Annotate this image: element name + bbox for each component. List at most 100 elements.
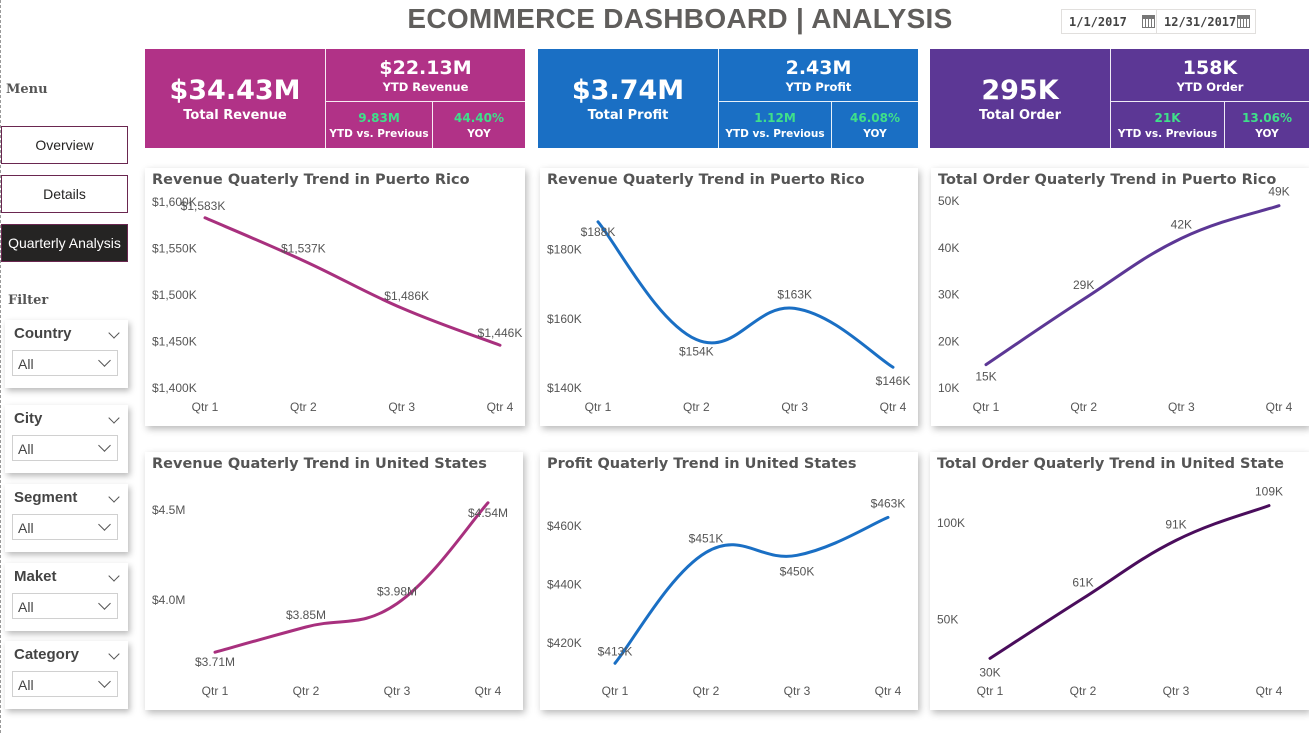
y-tick-label: $1,450K (152, 335, 197, 349)
chevron-down-icon[interactable] (108, 491, 120, 503)
kpi-yoy: 44.40% YOY (433, 102, 525, 148)
chevron-down-icon[interactable] (98, 439, 111, 452)
kpi-ytd-value: 2.43M (785, 56, 852, 79)
x-tick-label: Qtr 2 (1070, 684, 1097, 698)
city-slicer: City All (5, 405, 128, 473)
page-left-border (0, 0, 1, 733)
kpi-card-revenue: $34.43M Total Revenue $22.13M YTD Revenu… (145, 49, 525, 148)
data-label: 61K (1072, 575, 1093, 589)
kpi-main: $34.43M Total Revenue (145, 49, 325, 148)
data-label: $1,446K (478, 326, 523, 340)
y-tick-label: $1,600K (152, 195, 197, 209)
city-dropdown[interactable]: All (12, 435, 118, 461)
start-date-input[interactable]: 1/1/2017 (1061, 9, 1161, 34)
data-label: 30K (979, 665, 1000, 679)
kpi-vs-label: YTD vs. Previous (725, 127, 825, 140)
chevron-down-icon[interactable] (98, 354, 111, 367)
kpi-ytd-value: $22.13M (379, 56, 472, 79)
series-line (613, 515, 890, 665)
kpi-divider (325, 49, 326, 148)
line-chart: Revenue Quaterly Trend in Puerto Rico $18… (547, 172, 910, 414)
category-slicer-label: Category (14, 646, 80, 663)
chevron-down-icon[interactable] (98, 675, 111, 688)
kpi-value: $3.74M (571, 74, 685, 106)
data-label: $413K (598, 644, 633, 658)
kpi-yoy-label: YOY (467, 127, 491, 140)
country-slicer: Country All (5, 320, 128, 388)
kpi-vs-previous: 1.12M YTD vs. Previous (719, 102, 831, 148)
chart-title: Revenue Quaterly Trend in United States (152, 456, 487, 472)
x-tick-label: Qtr 1 (192, 400, 219, 414)
country-dropdown[interactable]: All (12, 350, 118, 376)
y-tick-label: 30K (938, 288, 959, 302)
kpi-main: 295K Total Order (930, 49, 1110, 148)
kpi-vs-label: YTD vs. Previous (329, 127, 429, 140)
x-tick-label: Qtr 1 (585, 400, 612, 414)
data-label: $1,486K (384, 289, 429, 303)
kpi-ytd: 158K YTD Order (1111, 49, 1309, 101)
chevron-down-icon[interactable] (108, 327, 120, 339)
x-tick-label: Qtr 4 (880, 400, 907, 414)
kpi-label: Total Order (978, 107, 1062, 123)
calendar-icon[interactable] (1237, 15, 1250, 28)
y-tick-label: $4.5M (152, 503, 185, 517)
x-tick-label: Qtr 1 (977, 684, 1004, 698)
nav-details-button[interactable]: Details (1, 175, 128, 213)
category-dropdown-value: All (18, 677, 34, 693)
y-tick-label: $1,500K (152, 288, 197, 302)
chevron-down-icon[interactable] (108, 570, 120, 582)
kpi-card-orders: 295K Total Order 158K YTD Order 21K YTD … (930, 49, 1309, 148)
category-dropdown[interactable]: All (12, 671, 118, 697)
kpi-divider (1110, 49, 1111, 148)
series-line (596, 220, 895, 369)
data-label: $1,583K (181, 199, 226, 213)
kpi-yoy-label: YOY (863, 127, 887, 140)
kpi-ytd: 2.43M YTD Profit (719, 49, 918, 101)
line-chart: Revenue Quaterly Trend in United States $… (152, 456, 508, 698)
kpi-ytd: $22.13M YTD Revenue (326, 49, 525, 101)
kpi-label: Total Profit (587, 107, 669, 123)
segment-dropdown[interactable]: All (12, 514, 118, 540)
kpi-card-profit: $3.74M Total Profit 2.43M YTD Profit 1.1… (538, 49, 918, 148)
chevron-down-icon[interactable] (108, 412, 120, 424)
y-tick-label: $440K (547, 578, 582, 592)
data-label: $450K (780, 564, 815, 578)
kpi-yoy-value: 46.08% (850, 110, 900, 125)
y-tick-label: $420K (547, 636, 582, 650)
market-dropdown[interactable]: All (12, 593, 118, 619)
nav-quarterly-analysis-button[interactable]: Quarterly Analysis (1, 224, 128, 262)
data-label: 29K (1073, 278, 1094, 292)
menu-label: Menu (6, 82, 48, 97)
filter-label: Filter (8, 293, 49, 308)
kpi-vs-value: 9.83M (358, 110, 400, 125)
segment-slicer: Segment All (5, 484, 128, 552)
chart-title: Total Order Quaterly Trend in United Sta… (937, 456, 1284, 472)
y-tick-label: 10K (938, 381, 959, 395)
kpi-vs-value: 1.12M (754, 110, 796, 125)
market-slicer-label: Maket (14, 568, 57, 585)
y-tick-label: 20K (938, 334, 959, 348)
kpi-divider (1224, 102, 1225, 148)
x-tick-label: Qtr 3 (1168, 400, 1195, 414)
segment-dropdown-value: All (18, 520, 34, 536)
series-line (988, 504, 1271, 660)
kpi-main: $3.74M Total Profit (538, 49, 718, 148)
kpi-vs-previous: 9.83M YTD vs. Previous (326, 102, 432, 148)
calendar-icon[interactable] (1142, 15, 1155, 28)
chevron-down-icon[interactable] (98, 518, 111, 531)
data-label: 91K (1165, 517, 1186, 531)
x-tick-label: Qtr 2 (293, 684, 320, 698)
segment-slicer-label: Segment (14, 489, 78, 506)
y-tick-label: 50K (937, 613, 958, 627)
chevron-down-icon[interactable] (98, 597, 111, 610)
kpi-divider (1111, 101, 1309, 102)
chevron-down-icon[interactable] (108, 648, 120, 660)
x-tick-label: Qtr 4 (487, 400, 514, 414)
nav-overview-button[interactable]: Overview (1, 126, 128, 164)
kpi-yoy-value: 13.06% (1242, 110, 1292, 125)
end-date-input[interactable]: 12/31/2017 (1156, 9, 1256, 34)
line-chart: Profit Quaterly Trend in United States $4… (547, 456, 905, 698)
series-line (984, 204, 1281, 367)
chart-card-revenue-puerto-rico: Revenue Quaterly Trend in Puerto Rico $1,… (145, 168, 525, 426)
y-tick-label: 40K (938, 241, 959, 255)
